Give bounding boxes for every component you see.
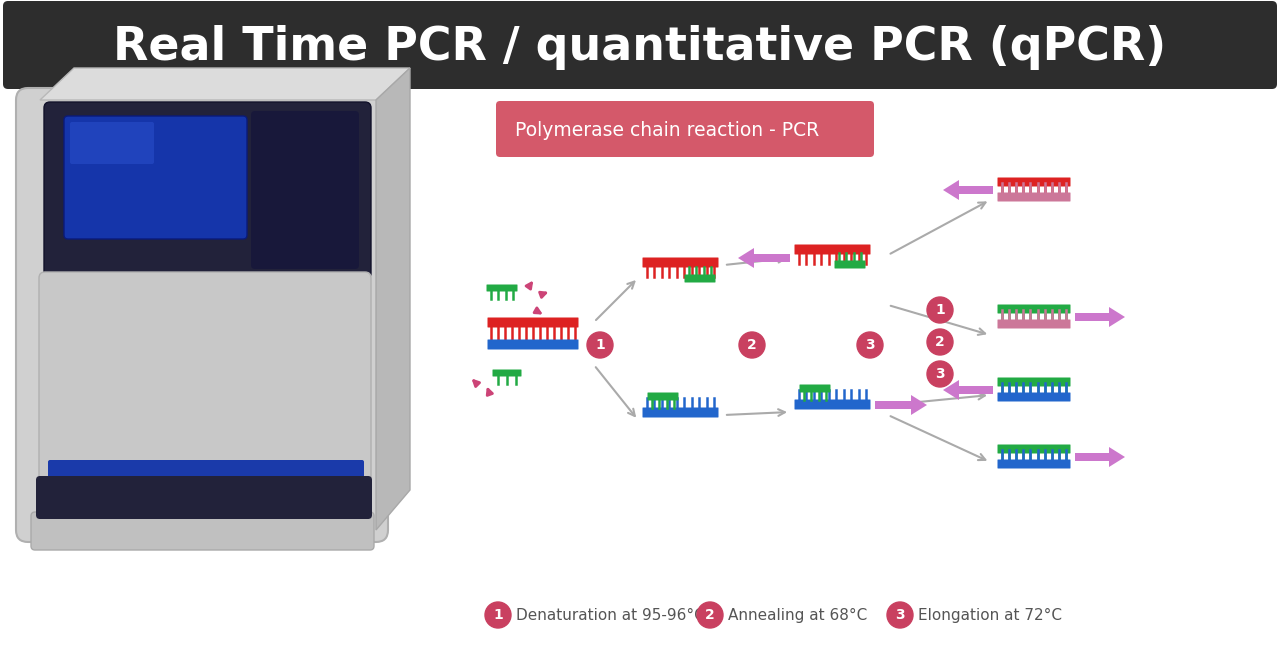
Polygon shape <box>40 68 410 100</box>
Text: 1: 1 <box>936 303 945 317</box>
FancyBboxPatch shape <box>997 444 1070 454</box>
FancyBboxPatch shape <box>795 245 870 255</box>
Text: Real Time PCR / quantitative PCR (qPCR): Real Time PCR / quantitative PCR (qPCR) <box>114 26 1166 71</box>
FancyBboxPatch shape <box>44 102 371 279</box>
FancyBboxPatch shape <box>493 370 521 376</box>
FancyBboxPatch shape <box>643 407 718 417</box>
FancyBboxPatch shape <box>800 384 831 392</box>
Circle shape <box>927 329 954 355</box>
FancyArrow shape <box>943 180 993 200</box>
FancyBboxPatch shape <box>15 88 388 542</box>
FancyBboxPatch shape <box>997 177 1070 187</box>
Text: Denaturation at 95-96°C: Denaturation at 95-96°C <box>516 607 705 622</box>
FancyBboxPatch shape <box>36 476 372 519</box>
FancyBboxPatch shape <box>38 272 371 484</box>
FancyBboxPatch shape <box>795 399 870 409</box>
FancyBboxPatch shape <box>997 460 1070 468</box>
Text: 2: 2 <box>936 335 945 349</box>
Circle shape <box>887 602 913 628</box>
FancyBboxPatch shape <box>643 257 718 267</box>
Circle shape <box>858 332 883 358</box>
Text: Elongation at 72°C: Elongation at 72°C <box>918 607 1062 622</box>
Text: 1: 1 <box>493 608 503 622</box>
FancyArrow shape <box>1075 307 1125 327</box>
FancyBboxPatch shape <box>497 101 874 157</box>
Circle shape <box>485 602 511 628</box>
FancyBboxPatch shape <box>3 1 1277 89</box>
FancyBboxPatch shape <box>488 339 579 349</box>
FancyBboxPatch shape <box>648 392 678 401</box>
FancyBboxPatch shape <box>70 122 154 164</box>
FancyBboxPatch shape <box>997 319 1070 329</box>
FancyBboxPatch shape <box>997 378 1070 386</box>
FancyBboxPatch shape <box>835 261 865 269</box>
FancyBboxPatch shape <box>486 284 517 292</box>
Text: 2: 2 <box>705 608 714 622</box>
FancyBboxPatch shape <box>31 512 374 550</box>
FancyBboxPatch shape <box>49 460 364 478</box>
Circle shape <box>739 332 765 358</box>
FancyArrow shape <box>943 380 993 400</box>
Text: 1: 1 <box>595 338 605 352</box>
Text: 3: 3 <box>895 608 905 622</box>
Text: Polymerase chain reaction - PCR: Polymerase chain reaction - PCR <box>515 122 819 140</box>
FancyBboxPatch shape <box>997 392 1070 401</box>
Text: 2: 2 <box>748 338 756 352</box>
Circle shape <box>698 602 723 628</box>
Text: 3: 3 <box>936 367 945 381</box>
FancyBboxPatch shape <box>685 274 716 282</box>
FancyBboxPatch shape <box>64 116 247 239</box>
FancyBboxPatch shape <box>997 304 1070 314</box>
Polygon shape <box>376 68 410 530</box>
FancyArrow shape <box>1075 447 1125 467</box>
Circle shape <box>927 361 954 387</box>
FancyBboxPatch shape <box>997 192 1070 202</box>
Circle shape <box>927 297 954 323</box>
FancyArrow shape <box>739 248 790 268</box>
FancyArrow shape <box>876 395 927 415</box>
FancyBboxPatch shape <box>488 317 579 327</box>
FancyBboxPatch shape <box>251 111 358 269</box>
Circle shape <box>588 332 613 358</box>
Text: 3: 3 <box>865 338 874 352</box>
Text: Annealing at 68°C: Annealing at 68°C <box>728 607 868 622</box>
